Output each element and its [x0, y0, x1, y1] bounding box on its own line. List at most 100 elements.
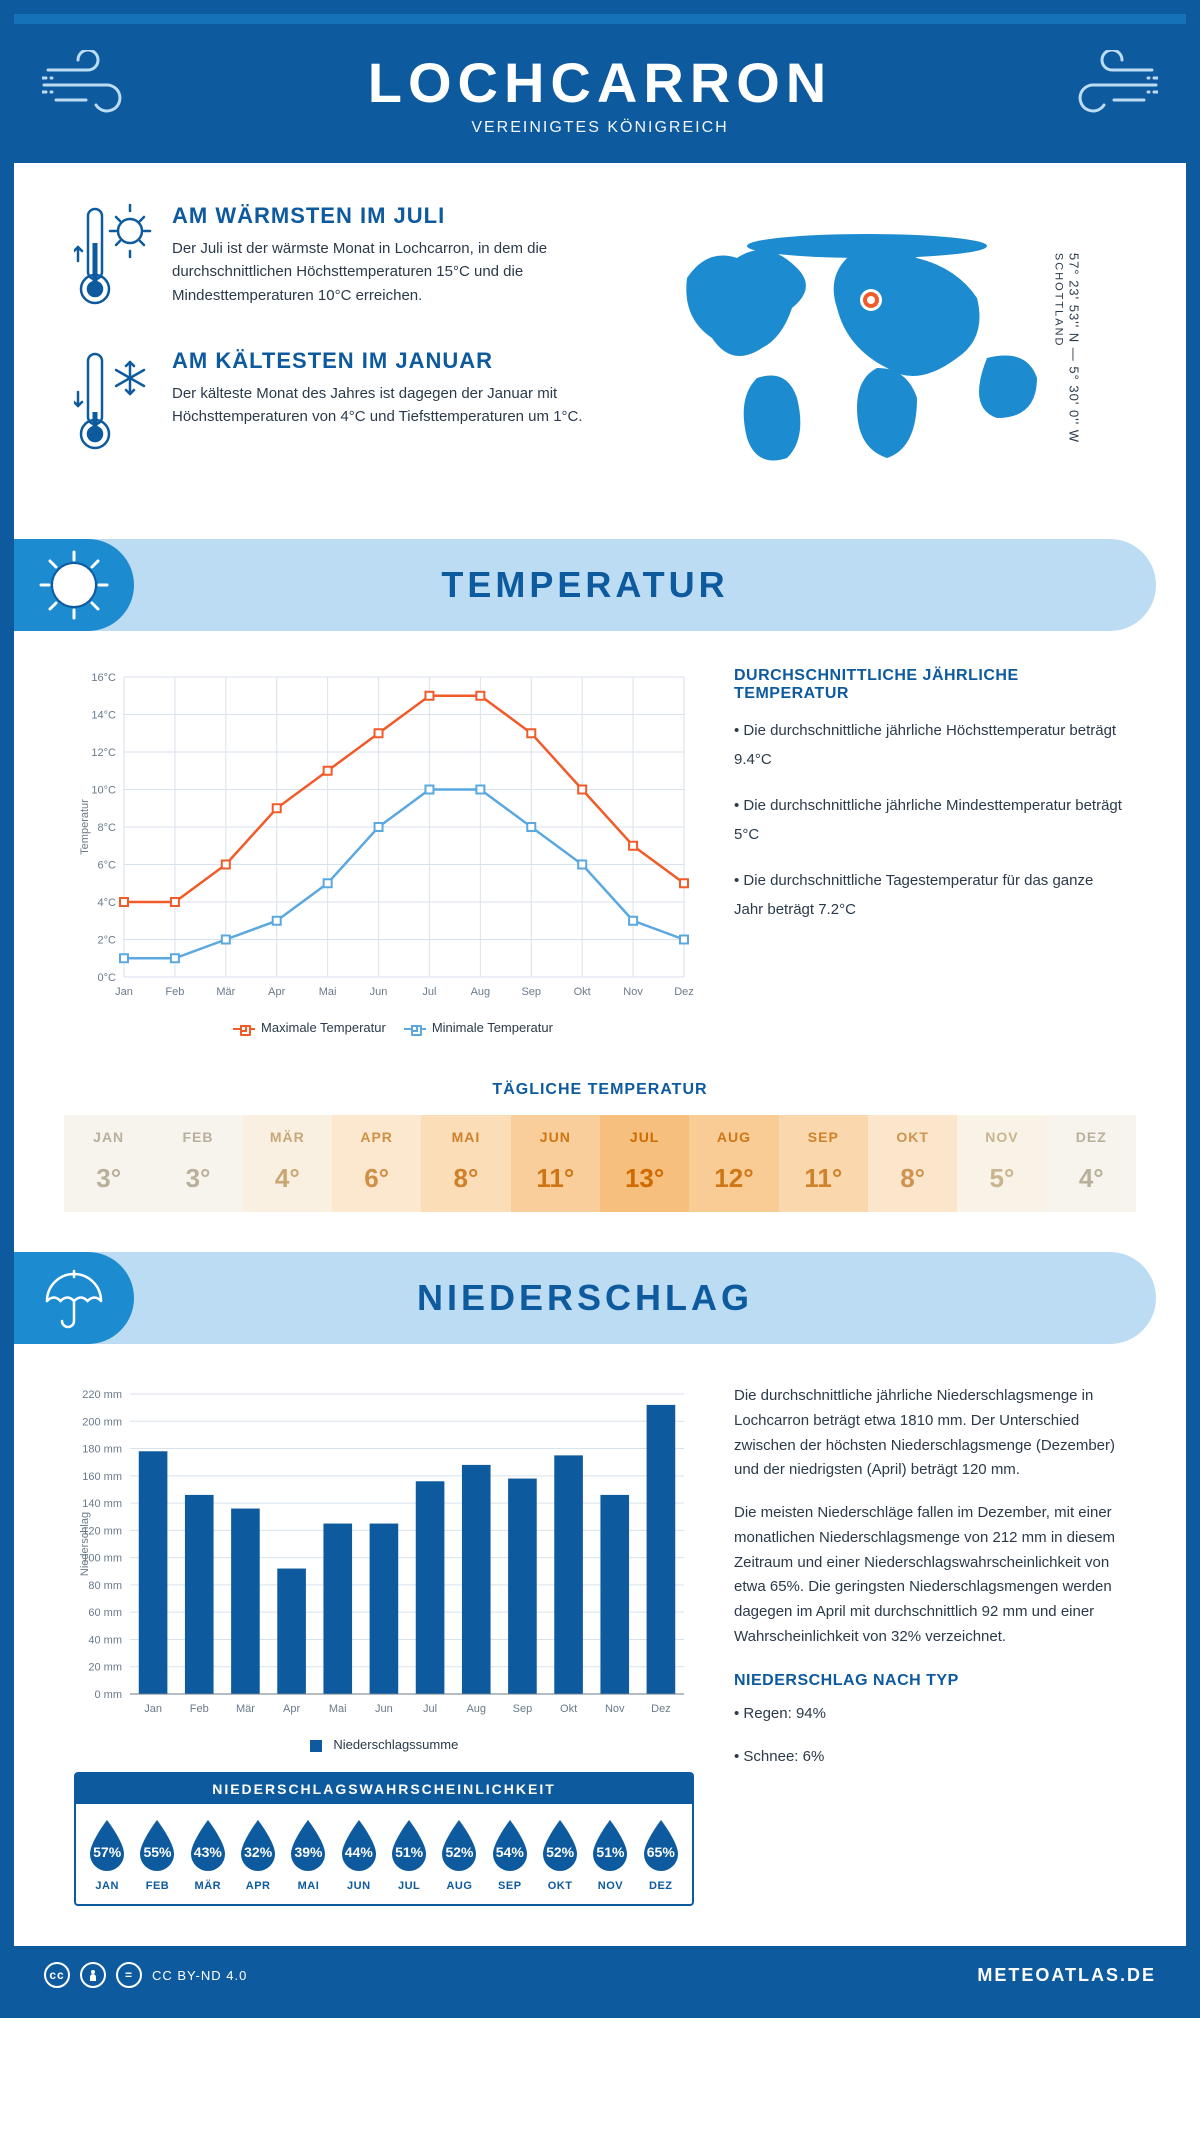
svg-text:80 mm: 80 mm: [88, 1580, 122, 1592]
footer: cc = CC BY-ND 4.0 METEOATLAS.DE: [14, 1946, 1186, 2004]
svg-text:Mär: Mär: [236, 1703, 255, 1715]
svg-text:Okt: Okt: [574, 986, 591, 998]
precip-prob-cell: 44%JUN: [336, 1818, 382, 1892]
site-name: METEOATLAS.DE: [977, 1965, 1156, 1986]
precip-prob-cell: 43%MÄR: [185, 1818, 231, 1892]
svg-text:0°C: 0°C: [98, 972, 117, 984]
svg-text:Aug: Aug: [471, 986, 491, 998]
svg-text:Apr: Apr: [268, 986, 285, 998]
sun-icon: [37, 548, 111, 622]
daily-temp-cell: NOV5°: [957, 1115, 1046, 1212]
svg-text:Jul: Jul: [422, 986, 436, 998]
fact-coldest: AM KÄLTESTEN IM JANUAR Der kälteste Mona…: [74, 348, 597, 463]
svg-text:60 mm: 60 mm: [88, 1607, 122, 1619]
svg-text:200 mm: 200 mm: [82, 1416, 122, 1428]
svg-text:Nov: Nov: [605, 1703, 625, 1715]
header: LOCHCARRON VEREINIGTES KÖNIGREICH: [14, 14, 1186, 163]
svg-text:Nov: Nov: [623, 986, 643, 998]
svg-text:Jul: Jul: [423, 1703, 437, 1715]
wind-icon: [1048, 50, 1158, 120]
svg-text:0 mm: 0 mm: [95, 1689, 123, 1701]
daily-temp-cell: MAI8°: [421, 1115, 510, 1212]
precip-prob-cell: 51%JUL: [386, 1818, 432, 1892]
svg-text:Jan: Jan: [115, 986, 133, 998]
svg-text:Jun: Jun: [375, 1703, 393, 1715]
temp-summary-bullet: • Die durchschnittliche jährliche Mindes…: [734, 792, 1126, 849]
precipitation-legend: Niederschlagssumme: [74, 1737, 694, 1752]
by-icon: [80, 1962, 106, 1988]
daily-temp-cell: SEP11°: [779, 1115, 868, 1212]
coordinates: 57° 23' 53'' N — 5° 30' 0'' W SCHOTTLAND: [1052, 253, 1081, 443]
thermometer-snow-icon: [74, 348, 154, 458]
svg-text:16°C: 16°C: [91, 672, 116, 684]
svg-text:Dez: Dez: [651, 1703, 671, 1715]
svg-text:Aug: Aug: [466, 1703, 486, 1715]
svg-text:140 mm: 140 mm: [82, 1498, 122, 1510]
svg-text:Niederschlag: Niederschlag: [79, 1512, 91, 1576]
fact-warmest-title: AM WÄRMSTEN IM JULI: [172, 203, 597, 229]
svg-text:160 mm: 160 mm: [82, 1471, 122, 1483]
section-banner-precip: NIEDERSCHLAG: [14, 1252, 1156, 1344]
section-title-precip: NIEDERSCHLAG: [417, 1277, 753, 1319]
temp-summary-bullet: • Die durchschnittliche jährliche Höchst…: [734, 717, 1126, 774]
daily-temp-cell: JUL13°: [600, 1115, 689, 1212]
svg-text:Sep: Sep: [513, 1703, 533, 1715]
precip-type-line: • Regen: 94%: [734, 1702, 1126, 1727]
nd-icon: =: [116, 1962, 142, 1988]
precip-prob-cell: 57%JAN: [84, 1818, 130, 1892]
svg-text:2°C: 2°C: [98, 935, 117, 947]
svg-text:20 mm: 20 mm: [88, 1662, 122, 1674]
precip-paragraph: Die meisten Niederschläge fallen im Deze…: [734, 1501, 1126, 1650]
svg-text:Apr: Apr: [283, 1703, 300, 1715]
daily-temp-cell: OKT8°: [868, 1115, 957, 1212]
svg-text:12°C: 12°C: [91, 747, 116, 759]
svg-text:220 mm: 220 mm: [82, 1389, 122, 1401]
precip-prob-cell: 39%MAI: [285, 1818, 331, 1892]
fact-warmest-text: Der Juli ist der wärmste Monat in Lochca…: [172, 237, 597, 307]
precipitation-bar-chart: 0 mm20 mm40 mm60 mm80 mm100 mm120 mm140 …: [74, 1384, 694, 1724]
temp-summary-title: DURCHSCHNITTLICHE JÄHRLICHE TEMPERATUR: [734, 667, 1126, 703]
svg-text:Sep: Sep: [521, 986, 541, 998]
svg-text:Temperatur: Temperatur: [79, 799, 91, 855]
svg-text:Mai: Mai: [329, 1703, 347, 1715]
precip-paragraph: Die durchschnittliche jährliche Niedersc…: [734, 1384, 1126, 1483]
svg-text:Jun: Jun: [370, 986, 388, 998]
svg-text:180 mm: 180 mm: [82, 1444, 122, 1456]
thermometer-sun-icon: [74, 203, 154, 313]
fact-warmest: AM WÄRMSTEN IM JULI Der Juli ist der wär…: [74, 203, 597, 318]
svg-text:6°C: 6°C: [98, 860, 117, 872]
precip-prob-cell: 52%AUG: [436, 1818, 482, 1892]
daily-temp-row: JAN3°FEB3°MÄR4°APR6°MAI8°JUN11°JUL13°AUG…: [64, 1115, 1136, 1212]
world-map-icon: [667, 228, 1087, 468]
precip-prob-cell: 54%SEP: [487, 1818, 533, 1892]
daily-temp-cell: APR6°: [332, 1115, 421, 1212]
fact-coldest-title: AM KÄLTESTEN IM JANUAR: [172, 348, 597, 374]
temp-summary-bullet: • Die durchschnittliche Tagestemperatur …: [734, 867, 1126, 924]
section-title-temperature: TEMPERATUR: [441, 564, 728, 606]
daily-temp-cell: MÄR4°: [243, 1115, 332, 1212]
precip-prob-cell: 52%OKT: [537, 1818, 583, 1892]
daily-temp-title: TÄGLICHE TEMPERATUR: [14, 1081, 1186, 1099]
svg-text:Dez: Dez: [674, 986, 694, 998]
daily-temp-cell: DEZ4°: [1047, 1115, 1136, 1212]
svg-text:Feb: Feb: [165, 986, 184, 998]
precip-type-title: NIEDERSCHLAG NACH TYP: [734, 1668, 1126, 1694]
svg-text:14°C: 14°C: [91, 710, 116, 722]
cc-icon: cc: [44, 1962, 70, 1988]
daily-temp-cell: FEB3°: [153, 1115, 242, 1212]
fact-coldest-text: Der kälteste Monat des Jahres ist dagege…: [172, 382, 597, 429]
svg-text:Okt: Okt: [560, 1703, 577, 1715]
daily-temp-cell: JUN11°: [511, 1115, 600, 1212]
section-banner-temperature: TEMPERATUR: [14, 539, 1156, 631]
umbrella-icon: [39, 1263, 109, 1333]
svg-text:4°C: 4°C: [98, 897, 117, 909]
license-text: CC BY-ND 4.0: [152, 1968, 247, 1983]
precip-prob-cell: 32%APR: [235, 1818, 281, 1892]
precip-probability-box: NIEDERSCHLAGSWAHRSCHEINLICHKEIT 57%JAN55…: [74, 1772, 694, 1906]
svg-text:40 mm: 40 mm: [88, 1634, 122, 1646]
svg-text:Mai: Mai: [319, 986, 337, 998]
precip-prob-cell: 51%NOV: [587, 1818, 633, 1892]
temperature-line-chart: 0°C2°C4°C6°C8°C10°C12°C14°C16°CJanFebMär…: [74, 667, 694, 1007]
precip-prob-title: NIEDERSCHLAGSWAHRSCHEINLICHKEIT: [76, 1774, 692, 1804]
page-subtitle: VEREINIGTES KÖNIGREICH: [34, 119, 1166, 137]
